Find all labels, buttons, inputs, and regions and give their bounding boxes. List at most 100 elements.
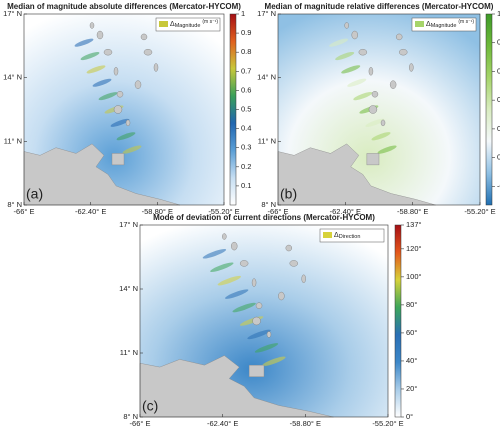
land-trinidad [248,364,265,377]
island [125,119,131,127]
land-trinidad [111,153,125,166]
island [368,67,374,76]
current-streak [210,262,234,273]
island [252,316,261,326]
chart-title: Median of magnitude absolute differences… [7,2,241,11]
x-tick-label: -66° E [14,207,35,216]
island [344,22,349,29]
legend-box [319,228,385,243]
colorbar-tick-label: 100° [406,272,422,281]
island [266,331,272,338]
current-streak [86,65,106,74]
panel-label: (c) [142,398,158,414]
current-streak [254,343,279,353]
x-tick-label: -58.80° E [142,207,173,216]
y-tick-label: 17° N [119,220,138,229]
current-streak [202,249,227,259]
island [371,91,379,98]
colorbar-tick-label: 0.5 [241,104,251,113]
map-frame [277,13,481,206]
colorbar-tick-label: 40° [406,356,417,365]
current-streak [262,356,286,367]
y-tick-label: 14° N [257,73,276,82]
y-tick-label: 8° N [123,412,138,421]
legend-symbol: Δ [426,21,431,28]
current-streak [377,145,397,154]
island [89,22,95,29]
colorbar [229,13,237,206]
land-trinidad [366,153,380,166]
land [277,143,436,206]
colorbar-tick-label: 1 [497,9,500,18]
legend-subscript: Magnitude [175,23,201,29]
island [96,30,104,40]
island [113,67,119,76]
colorbar-tick-label: 0.9 [241,28,251,37]
map-frame [23,13,225,206]
current-streak [365,118,385,127]
island [116,91,124,98]
current-streak [247,329,271,340]
chart-title: Mode of deviation of current directions … [153,213,375,222]
legend-swatch [323,232,332,238]
current-streak [217,275,241,286]
land [23,143,181,206]
current-streak [335,51,355,61]
colorbar-tick-label: 1 [241,9,245,18]
legend-label: ΔDirection [334,232,360,241]
x-tick-label: -55.20° E [372,419,403,428]
map-frame [139,224,389,418]
current-streak [341,65,361,74]
legend-symbol: Δ [170,21,175,28]
legend-label: ΔMagnitude(m s⁻¹) [426,19,474,29]
current-streak [92,78,112,87]
y-tick-label: 14° N [119,284,138,293]
map-panel: -66° E -62.40° E -58.80° E -55.20° E 8° N 11°… [3,2,251,216]
current-streak [98,92,118,101]
island [251,278,257,287]
y-tick-label: 17° N [3,9,22,18]
colorbar-tick-label: 80° [406,300,417,309]
colorbar-tick-label: 0.4 [497,95,500,104]
current-streak [110,118,130,127]
colorbar [485,13,493,206]
island [143,49,153,56]
current-streak [347,78,367,87]
current-streak [225,289,249,299]
island [289,260,298,267]
current-streak [116,132,136,141]
legend-box [411,17,477,32]
y-tick-label: 11° N [258,136,276,145]
current-streak [80,51,100,61]
x-tick-label: -62.40° E [207,419,238,428]
colorbar-tick-label: 120° [406,244,422,253]
x-tick-label: -55.20° E [464,207,495,216]
legend-unit: (m s⁻¹) [202,19,218,25]
land [139,355,334,418]
x-tick-label: -55.20° E [208,207,239,216]
island [113,105,123,114]
colorbar-tick-label: 0.7 [241,66,251,75]
island [140,33,148,41]
island [231,241,238,251]
island [222,233,227,240]
island [134,80,142,89]
colorbar-tick-label: 0.8 [241,47,251,56]
legend-subscript: Direction [339,234,361,240]
island [278,291,285,301]
legend-label: ΔMagnitude(m s⁻¹) [170,19,218,29]
colorbar-tick-label: 60° [406,328,417,337]
legend-subscript: Magnitude [431,23,457,29]
legend-unit: (m s⁻¹) [458,19,474,25]
x-tick-label: -58.80° E [290,419,321,428]
island [255,302,263,309]
colorbar-tick-label: 20° [406,384,417,393]
y-tick-label: 11° N [4,136,22,145]
current-streak [232,302,256,313]
island [368,105,378,114]
panel-label: (a) [26,186,43,202]
island [409,63,414,72]
chart-title: Median of magnitude relative differences… [265,2,494,11]
y-tick-label: 8° N [7,200,22,209]
